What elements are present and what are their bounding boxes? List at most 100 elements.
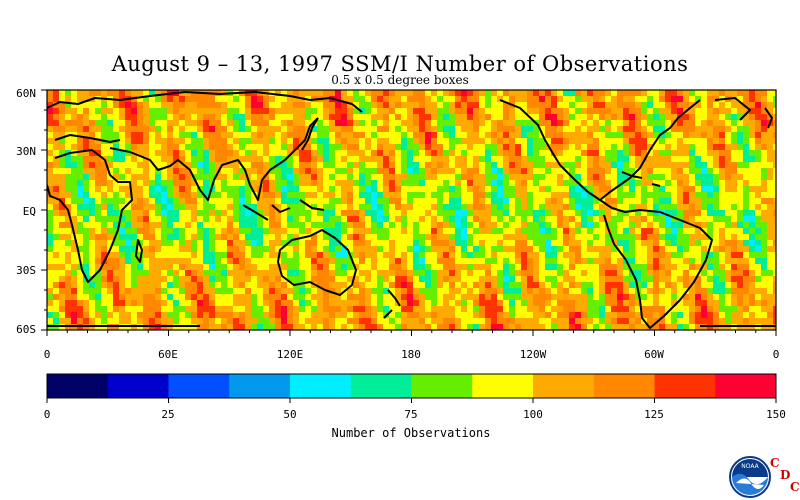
heatmap-cell [713,318,720,325]
colorbar-tick-100: 100 [523,408,543,421]
heatmap-cell [731,324,738,330]
heatmap-cell [485,222,492,229]
heatmap-cell [497,258,504,265]
heatmap-cell [467,258,474,265]
heatmap-cell [533,138,540,145]
heatmap-cell [743,150,750,157]
heatmap-cell [593,264,600,271]
heatmap-cell [707,306,714,313]
heatmap-cell [95,246,102,253]
heatmap-cell [71,210,78,217]
heatmap-cell [635,270,642,277]
heatmap-cell [485,324,492,330]
heatmap-cell [89,204,96,211]
heatmap-cell [83,246,90,253]
heatmap-cell [563,324,570,330]
heatmap-cell [371,198,378,205]
heatmap-cell [443,180,450,187]
heatmap-cell [161,114,168,121]
heatmap-cell [641,168,648,175]
heatmap-cell [713,162,720,169]
heatmap-cell [767,288,774,295]
heatmap-cell [209,228,216,235]
heatmap-cell [77,276,84,283]
heatmap-cell [179,294,186,301]
heatmap-cell [563,186,570,193]
heatmap-cell [743,282,750,289]
heatmap-cell [227,246,234,253]
heatmap-cell [773,270,776,277]
heatmap-cell [359,294,366,301]
heatmap-cell [53,240,60,247]
heatmap-cell [497,306,504,313]
heatmap-cell [611,198,618,205]
heatmap-cell [617,114,624,121]
heatmap-cell [335,132,342,139]
heatmap-cell [725,318,732,325]
heatmap-cell [329,156,336,163]
heatmap-cell [527,120,534,127]
heatmap-cell [731,174,738,181]
heatmap-cell [581,90,588,97]
heatmap-cell [743,228,750,235]
heatmap-cell [149,258,156,265]
heatmap-cell [761,312,768,319]
heatmap-cell [689,90,696,97]
heatmap-cell [401,96,408,103]
heatmap-cell [221,318,228,325]
heatmap-cell [401,126,408,133]
heatmap-cell [389,126,396,133]
heatmap-cell [695,198,702,205]
heatmap-cell [413,198,420,205]
heatmap-cell [605,108,612,115]
heatmap-cell [359,132,366,139]
heatmap-cell [209,198,216,205]
heatmap-cell [755,174,762,181]
heatmap-cell [293,240,300,247]
heatmap-cell [101,312,108,319]
heatmap-cell [659,324,666,330]
heatmap-cell [263,126,270,133]
heatmap-cell [659,132,666,139]
heatmap-cell [473,312,480,319]
heatmap-cell [299,120,306,127]
heatmap-cell [617,288,624,295]
heatmap-cell [197,210,204,217]
heatmap-cell [149,138,156,145]
heatmap-cell [407,282,414,289]
heatmap-cell [419,180,426,187]
heatmap-cell [101,174,108,181]
heatmap-cell [713,264,720,271]
heatmap-cell [83,288,90,295]
heatmap-cell [623,204,630,211]
heatmap-cell [593,294,600,301]
heatmap-cell [89,288,96,295]
heatmap-cell [239,168,246,175]
heatmap-cell [695,258,702,265]
heatmap-cell [47,228,54,235]
heatmap-cell [407,216,414,223]
heatmap-cell [305,102,312,109]
heatmap-cell [659,258,666,265]
heatmap-cell [683,114,690,121]
heatmap-cell [545,222,552,229]
heatmap-cell [125,156,132,163]
heatmap-cell [719,216,726,223]
heatmap-cell [143,288,150,295]
heatmap-cell [707,180,714,187]
heatmap-cell [731,222,738,229]
heatmap-cell [263,270,270,277]
heatmap-cell [89,282,96,289]
heatmap-cell [707,114,714,121]
heatmap-cell [245,324,252,330]
heatmap-cell [131,180,138,187]
heatmap-cell [257,240,264,247]
heatmap-cell [293,138,300,145]
heatmap-cell [425,102,432,109]
heatmap-cell [251,264,258,271]
heatmap-cell [359,240,366,247]
heatmap-cell [173,264,180,271]
heatmap-cell [227,192,234,199]
heatmap-cell [179,174,186,181]
heatmap-cell [707,318,714,325]
